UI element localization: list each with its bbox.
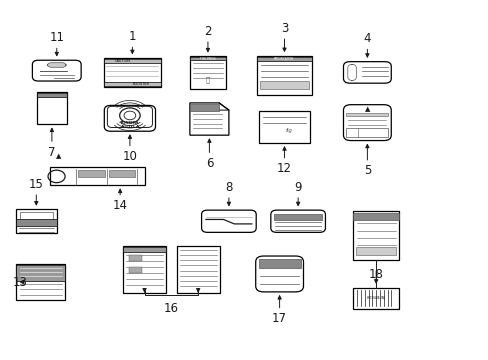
Text: 16: 16 [163,302,179,315]
Text: 8: 8 [225,181,232,194]
Bar [103,58,161,87]
Bar [189,104,219,111]
Text: 14: 14 [112,199,127,212]
Text: 15: 15 [29,178,43,191]
Bar [258,259,300,267]
Text: 🔧: 🔧 [205,76,210,83]
Bar [123,247,165,252]
Text: 10: 10 [122,150,137,163]
Text: 17: 17 [271,312,286,325]
Text: HFC04UE-INJ: HFC04UE-INJ [366,296,385,300]
FancyBboxPatch shape [32,60,81,81]
Polygon shape [189,103,228,135]
Bar [123,246,165,293]
Bar [16,209,57,233]
Text: 9: 9 [294,181,301,194]
FancyBboxPatch shape [47,63,66,67]
Text: 13: 13 [13,276,28,289]
FancyBboxPatch shape [343,62,390,83]
Bar [37,93,67,98]
Bar [189,56,226,89]
Bar [274,214,322,220]
Text: 3: 3 [280,22,287,35]
Text: 5: 5 [363,164,370,177]
Bar [346,113,387,116]
Text: 11: 11 [49,31,64,44]
FancyBboxPatch shape [343,105,390,140]
Bar [346,129,387,137]
Bar [257,57,311,61]
Text: 1: 1 [128,30,136,43]
Text: 7: 7 [48,145,56,158]
Bar [353,211,398,260]
Text: ▲: ▲ [364,106,369,112]
Text: BOOSTER: BOOSTER [132,82,149,86]
FancyBboxPatch shape [270,210,325,232]
Bar [20,212,53,220]
Text: 4: 4 [363,32,370,45]
Bar [257,56,311,95]
Bar [108,170,135,177]
FancyBboxPatch shape [347,64,356,81]
Text: 6: 6 [205,157,213,170]
Bar [353,288,398,309]
Bar [355,247,395,256]
Text: 2: 2 [204,24,211,38]
FancyBboxPatch shape [107,106,152,127]
Bar [103,82,161,86]
FancyBboxPatch shape [104,105,155,131]
Bar [260,81,308,89]
Bar [16,219,57,226]
Bar [37,92,67,125]
Text: 12: 12 [276,162,291,175]
Text: AUTO A: AUTO A [121,125,139,129]
Bar [128,267,141,273]
Bar [189,57,226,60]
Text: SPECIFICATION: SPECIFICATION [274,57,294,61]
Text: CAUTION: CAUTION [115,59,131,63]
Bar [103,59,161,63]
Bar [16,264,65,300]
Bar [50,167,144,185]
Bar [128,255,141,261]
Bar [259,111,309,143]
Bar [176,246,219,293]
Text: TIRE PRESS: TIRE PRESS [200,57,215,60]
FancyBboxPatch shape [255,256,303,292]
Text: 18: 18 [368,267,383,280]
Bar [78,170,104,177]
Text: ▲: ▲ [56,154,61,159]
FancyBboxPatch shape [201,210,256,232]
Text: fig: fig [285,128,292,133]
Bar [16,265,65,281]
Text: TOYOTA: TOYOTA [120,121,139,125]
Bar [353,213,398,220]
